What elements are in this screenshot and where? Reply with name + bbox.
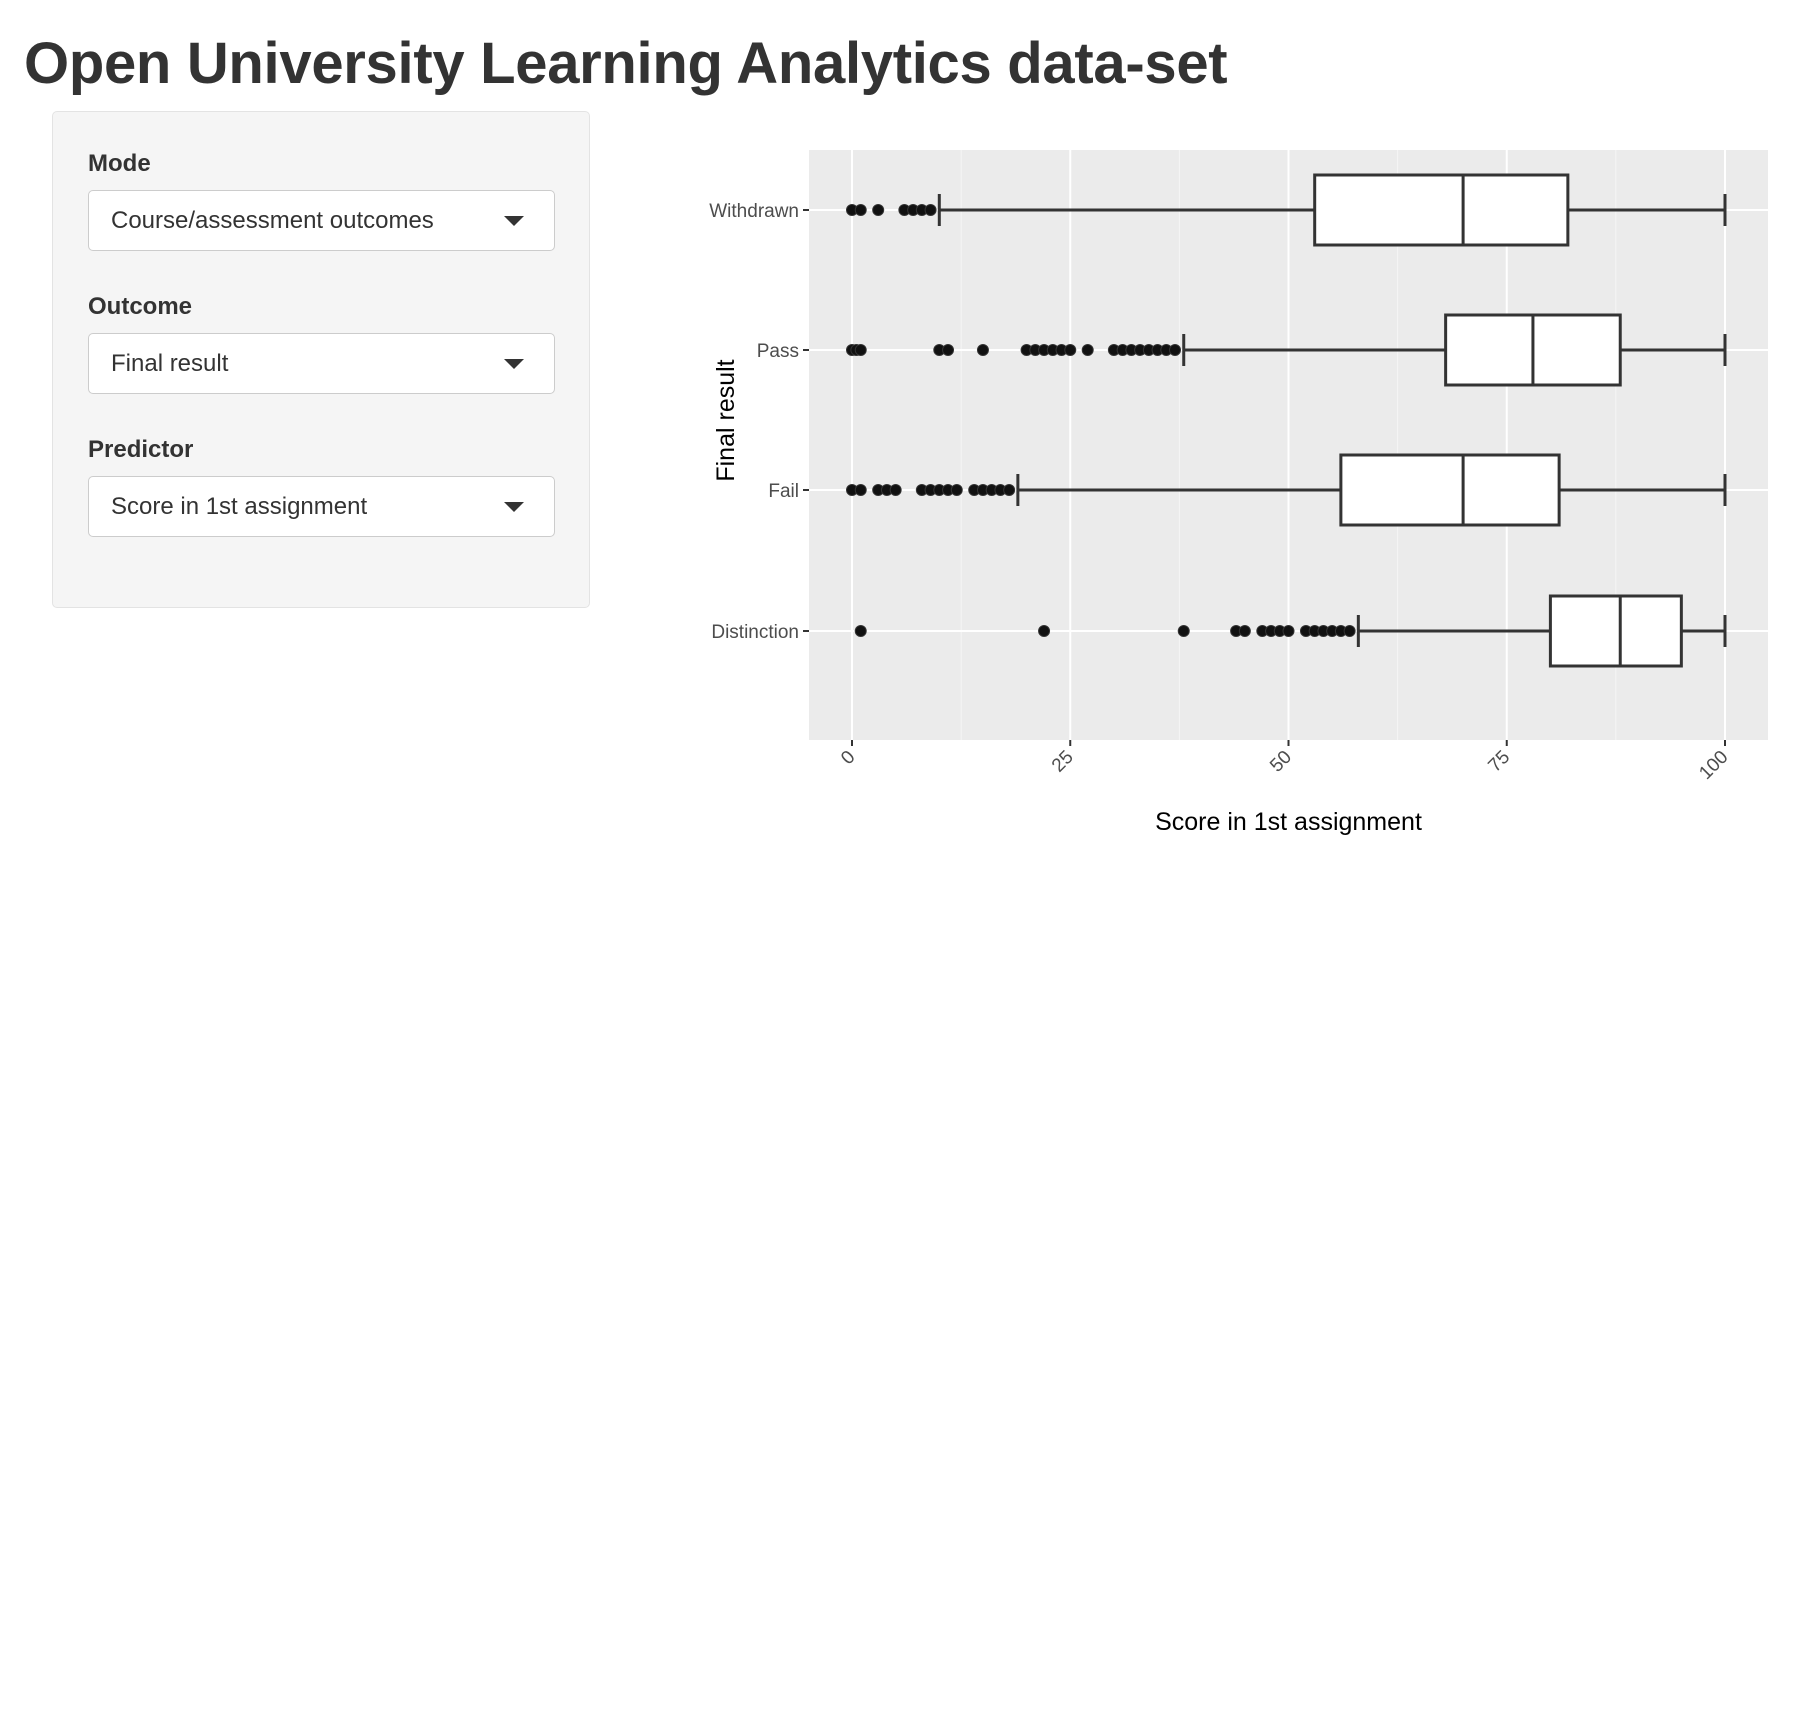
outlier-point <box>1038 625 1051 637</box>
y-axis-title: Final result <box>712 359 740 481</box>
caret-down-icon <box>504 216 524 226</box>
outlier-point <box>1003 484 1016 496</box>
outlier-point <box>942 344 955 356</box>
outlier-point <box>1064 344 1077 356</box>
outlier-point <box>1177 625 1190 637</box>
predictor-select[interactable]: Score in 1st assignment <box>88 476 555 537</box>
caret-down-icon <box>504 359 524 369</box>
y-tick-label: Distinction <box>711 622 799 643</box>
y-tick-label: Withdrawn <box>709 201 799 222</box>
outlier-point <box>854 625 867 637</box>
outlier-point <box>854 484 867 496</box>
x-tick-label: 25 <box>1048 747 1078 777</box>
x-tick-label: 0 <box>837 747 859 769</box>
outcome-label: Outcome <box>88 293 193 320</box>
page-title: Open University Learning Analytics data-… <box>24 31 1228 96</box>
mode-control: Mode Course/assessment outcomes <box>88 150 555 251</box>
outlier-point <box>1238 625 1251 637</box>
caret-down-icon <box>504 502 524 512</box>
outlier-point <box>1081 344 1094 356</box>
outcome-select[interactable]: Final result <box>88 333 555 394</box>
boxplot-chart: Withdrawn Pass Fail Distinction 0 25 50 75 100 Sc… <box>709 150 1768 836</box>
mode-select[interactable]: Course/assessment outcomes <box>88 190 555 251</box>
predictor-select-value: Score in 1st assignment <box>111 493 368 520</box>
outlier-point <box>889 484 902 496</box>
outlier-point <box>924 204 937 216</box>
y-tick-label: Fail <box>768 481 799 502</box>
predictor-control: Predictor Score in 1st assignment <box>88 436 555 537</box>
sidebar-panel: Mode Course/assessment outcomes Outcome … <box>52 111 590 608</box>
x-tick-label: 75 <box>1484 747 1514 777</box>
outlier-point <box>1169 344 1182 356</box>
plot-container: Withdrawn Pass Fail Distinction 0 25 50 75 100 Sc… <box>640 120 1790 860</box>
x-axis-title: Score in 1st assignment <box>1155 808 1422 836</box>
outlier-point <box>1282 625 1295 637</box>
box-iqr <box>1339 453 1561 527</box>
mode-select-value: Course/assessment outcomes <box>111 207 434 234</box>
outcome-control: Outcome Final result <box>88 293 555 394</box>
mode-label: Mode <box>88 150 151 177</box>
outlier-point <box>872 204 885 216</box>
outlier-point <box>976 344 989 356</box>
x-tick-label: 100 <box>1695 747 1732 784</box>
outlier-point <box>854 204 867 216</box>
outlier-point <box>854 344 867 356</box>
x-tick-label: 50 <box>1266 747 1296 777</box>
outlier-point <box>950 484 963 496</box>
predictor-label: Predictor <box>88 436 194 463</box>
outlier-point <box>1343 625 1356 637</box>
y-tick-label: Pass <box>757 341 799 362</box>
box-iqr <box>1313 173 1570 247</box>
outcome-select-value: Final result <box>111 350 229 377</box>
box-iqr <box>1548 594 1683 668</box>
